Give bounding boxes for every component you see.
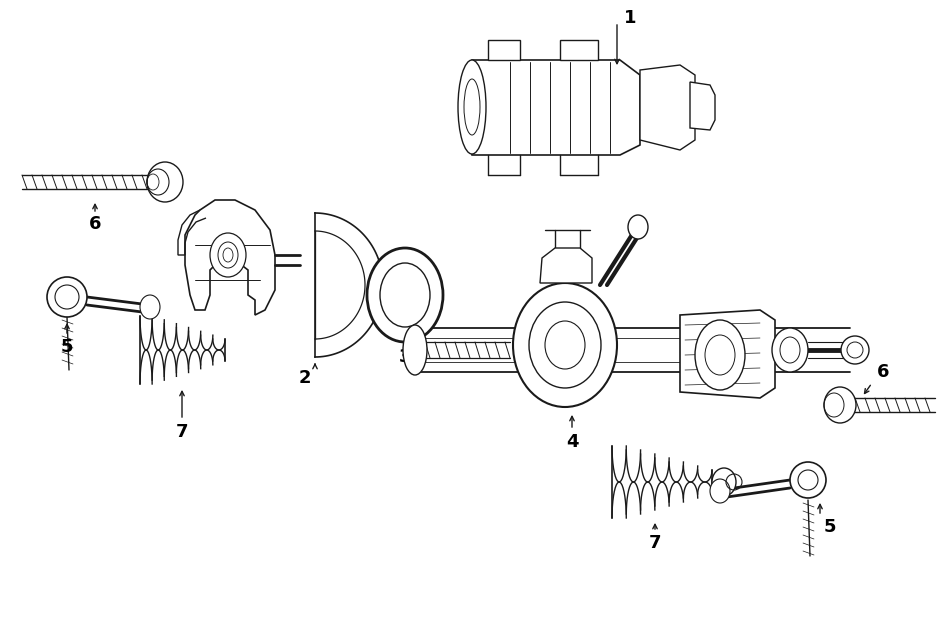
Ellipse shape bbox=[790, 462, 826, 498]
Text: 3: 3 bbox=[398, 348, 412, 366]
Text: 6: 6 bbox=[877, 363, 889, 381]
Ellipse shape bbox=[458, 60, 486, 154]
Ellipse shape bbox=[513, 283, 617, 407]
Polygon shape bbox=[488, 40, 520, 60]
Ellipse shape bbox=[628, 215, 648, 239]
Ellipse shape bbox=[47, 277, 87, 317]
Polygon shape bbox=[468, 60, 640, 155]
Ellipse shape bbox=[710, 479, 730, 503]
Ellipse shape bbox=[403, 325, 427, 375]
Text: 1: 1 bbox=[624, 9, 636, 27]
Text: 7: 7 bbox=[176, 423, 188, 441]
Polygon shape bbox=[185, 200, 275, 315]
Ellipse shape bbox=[712, 468, 736, 496]
Text: 5: 5 bbox=[824, 518, 836, 536]
Text: 2: 2 bbox=[298, 369, 312, 387]
Polygon shape bbox=[560, 40, 598, 60]
Text: 7: 7 bbox=[649, 534, 661, 552]
Text: 6: 6 bbox=[89, 215, 101, 233]
Polygon shape bbox=[540, 248, 592, 283]
Ellipse shape bbox=[841, 336, 869, 364]
Polygon shape bbox=[680, 310, 775, 398]
Polygon shape bbox=[640, 65, 695, 150]
Ellipse shape bbox=[140, 295, 160, 319]
Ellipse shape bbox=[210, 233, 246, 277]
Ellipse shape bbox=[147, 162, 183, 202]
Ellipse shape bbox=[772, 328, 808, 372]
Text: 5: 5 bbox=[60, 338, 74, 356]
Text: 4: 4 bbox=[565, 433, 579, 451]
Polygon shape bbox=[690, 82, 715, 130]
Ellipse shape bbox=[367, 248, 443, 342]
Ellipse shape bbox=[695, 320, 745, 390]
Ellipse shape bbox=[824, 387, 856, 423]
